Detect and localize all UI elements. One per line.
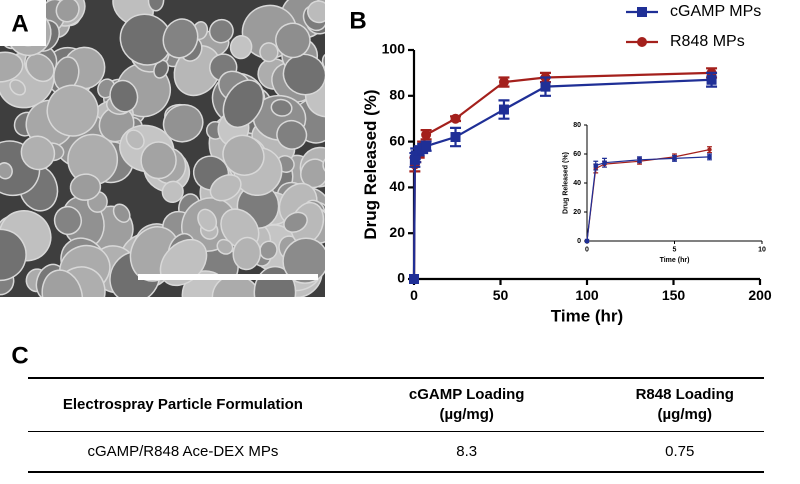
sem-particle [276,119,308,150]
sem-particle [20,135,56,171]
sem-particle [282,53,325,96]
sem-particle [222,134,265,176]
sem-particle [209,174,242,202]
table-cell: cGAMP/R848 Ace-DEX MPs [28,431,338,473]
sem-particle [125,129,145,150]
sem-particle [55,0,80,23]
sem-particle [46,84,99,137]
marker [421,129,432,140]
marker [706,74,717,85]
marker [498,77,509,88]
sem-particle [197,208,218,232]
sem-particle [161,180,184,204]
x-axis-label: Time (hr) [551,307,623,326]
y-tick-label: 40 [389,178,405,194]
sem-particle [222,79,265,128]
table-cell: 0.75 [595,431,764,473]
y-tick-label: 40 [573,180,581,187]
sem-particle [0,228,27,282]
sem-particle [232,236,262,271]
label-box [0,0,46,46]
table-header: cGAMP Loading (µg/mg) [337,377,596,432]
sem-particle [216,238,234,255]
table-header: Electrospray Particle Formulation [28,377,338,432]
legend-marker [637,7,647,17]
y-axis-label: Drug Released (%) [563,152,570,214]
panel-label: C [11,342,28,369]
marker [707,154,712,160]
sem-particle [259,42,279,63]
sem-particle [162,18,199,59]
sem-particle [119,13,173,66]
marker [450,132,461,143]
sem-particle [69,173,102,201]
sem-particle [0,162,13,180]
y-tick-label: 80 [573,122,581,129]
sem-particle [229,35,253,60]
x-tick-label: 10 [758,246,766,253]
y-tick-label: 60 [389,132,405,148]
panel-label: B [349,7,366,34]
y-axis-label: Drug Released (%) [361,89,380,239]
series-line [586,156,710,242]
y-tick-label: 0 [397,270,405,286]
y-tick-label: 100 [382,41,406,57]
x-tick-label: 100 [575,287,599,303]
sem-particle [140,141,177,180]
marker [584,238,590,244]
x-tick-label: 200 [748,287,772,303]
sem-particle [9,79,27,96]
sem-particle [53,205,83,236]
sem-particle [0,51,24,83]
sem-particle [25,53,55,83]
sem-particle [153,59,170,79]
marker [540,81,551,92]
sem-particle [259,240,278,260]
table-cell: 8.3 [337,431,596,473]
marker [450,113,461,124]
marker [672,156,677,161]
x-axis-label: Time (hr) [660,257,690,264]
sem-particle [162,104,204,143]
sem-particle [322,154,325,176]
sem-particle [208,18,234,44]
sem-image [0,0,325,297]
legend-label: cGAMP MPs [670,3,761,20]
legend-label: R848 MPs [670,33,745,50]
y-tick-label: 60 [573,151,581,158]
y-tick-label: 20 [389,224,405,240]
y-tick-label: 20 [573,209,581,216]
marker [637,157,642,162]
x-tick-label: 150 [662,287,686,303]
sem-particle [112,203,131,223]
marker [421,141,432,152]
marker [409,274,419,284]
sem-particle [147,0,165,12]
sem-particle [41,269,84,297]
sem-particle [270,98,293,117]
marker [707,147,712,152]
x-tick-label: 5 [673,246,677,253]
marker [498,104,509,115]
y-tick-label: 80 [389,87,405,103]
sem-particle [211,274,262,297]
marker [602,160,607,165]
legend-marker [637,37,647,47]
y-tick-label: 0 [577,238,581,245]
loading-table: Electrospray Particle Formulation cGAMP … [28,377,764,473]
panel-label: A [11,10,28,37]
table-header: R848 Loading (µg/mg) [595,377,764,432]
sem-particle [283,211,308,233]
sem-particle [307,0,325,24]
x-tick-label: 50 [493,287,509,303]
sem-particle [109,79,139,113]
marker [593,163,598,168]
sem-particle [321,53,325,71]
x-tick-label: 0 [585,246,589,253]
sem-particle [274,22,311,59]
x-tick-label: 0 [410,287,418,303]
